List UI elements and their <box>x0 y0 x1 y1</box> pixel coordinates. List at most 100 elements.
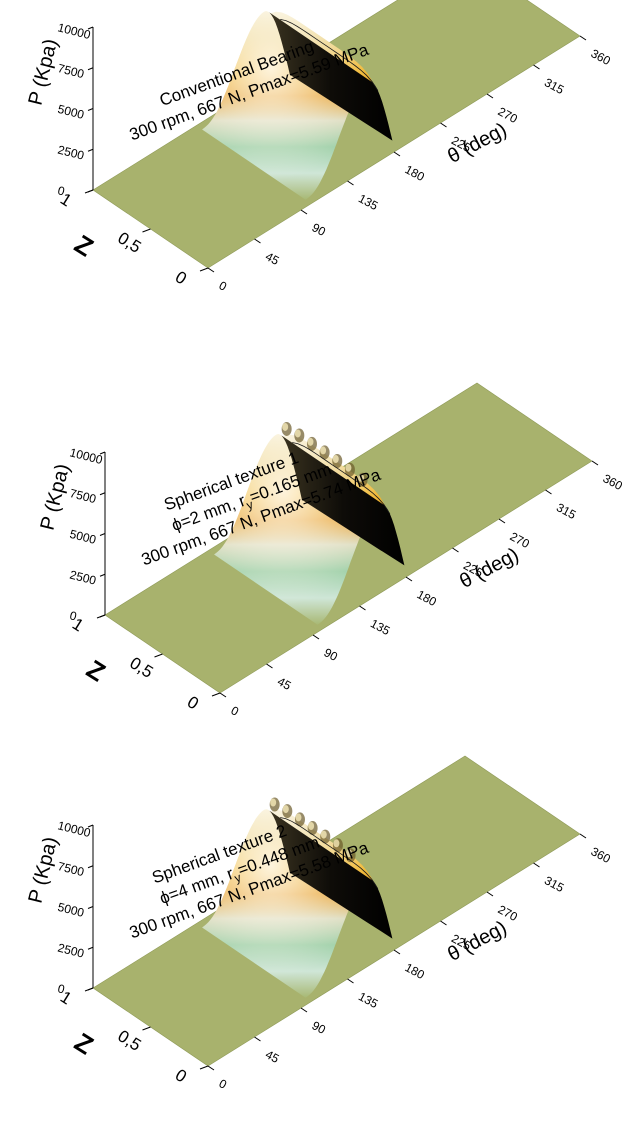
p1-texture-dimple-highlight <box>320 446 327 455</box>
p1-theta-tick-label: 45 <box>275 674 294 693</box>
p0-z-axis-title: Z <box>69 229 98 263</box>
p1-theta-tick-label: 90 <box>322 645 341 664</box>
p1-theta-tick-mark <box>312 634 320 640</box>
p1-p-tick-label: 10000 <box>68 445 104 467</box>
p0-theta-tick-label: 90 <box>310 220 329 239</box>
p2-theta-tick-mark <box>440 920 447 926</box>
p1-z-tick-mark <box>154 653 163 658</box>
p2-theta-tick-label: 180 <box>403 960 428 982</box>
p1-p-tick-mark <box>99 614 106 618</box>
p2-theta-tick-mark <box>533 862 540 868</box>
p0-p-tick-mark <box>87 67 94 71</box>
p2-p-tick-label: 0 <box>56 981 66 996</box>
p1-theta-tick-label: 180 <box>415 587 440 609</box>
p2-theta-tick-mark <box>347 978 354 984</box>
p0-z-tick-mark <box>199 267 209 272</box>
p0-theta-tick-mark <box>579 35 587 41</box>
p2-theta-tick-mark <box>207 1065 215 1071</box>
p1-theta-tick-label: 0 <box>229 703 242 719</box>
p0-p-tick-label: 0 <box>56 183 66 198</box>
p2-theta-tick-label: 0 <box>217 1076 230 1092</box>
p0-theta-tick-label: 180 <box>403 162 428 184</box>
p2-theta-tick-label: 135 <box>356 989 381 1011</box>
p2-theta-tick-mark <box>254 1036 261 1042</box>
p1-z-tick-label: 0 <box>184 692 202 713</box>
p1-p-tick-mark <box>99 573 106 577</box>
p0-theta-tick-label: 315 <box>542 75 567 97</box>
p2-theta-tick-label: 45 <box>263 1047 282 1066</box>
p1-theta-tick-mark <box>266 663 273 669</box>
p2-z-axis-title: Z <box>69 1027 98 1061</box>
p2-texture-dimple-highlight <box>282 805 289 814</box>
p0-theta-axis-title: θ (deg) <box>444 119 510 168</box>
p1-z-axis-title: Z <box>81 654 110 688</box>
p1-p-tick-label: 2500 <box>68 568 98 588</box>
p2-theta-tick-mark <box>300 1007 308 1013</box>
p2-p-tick-mark <box>87 987 94 991</box>
p2-theta-tick-label: 315 <box>542 873 567 895</box>
p2-p-tick-mark <box>87 865 94 869</box>
p2-z-tick-mark <box>142 1026 151 1031</box>
p0-p-tick-label: 5000 <box>56 102 86 122</box>
p1-texture-dimple-highlight <box>345 463 352 472</box>
p2-p-tick-mark <box>87 946 94 950</box>
p2-texture-dimple-highlight <box>270 798 277 807</box>
p0-theta-tick-label: 135 <box>356 191 381 213</box>
p0-pressure-shadow <box>269 12 393 141</box>
p1-theta-axis-title: θ (deg) <box>456 544 522 593</box>
p1-theta-tick-mark <box>219 692 227 698</box>
p0-p-tick-mark <box>87 26 94 30</box>
p2-theta-tick-label: 360 <box>589 844 614 866</box>
p0-theta-tick-mark <box>207 267 215 273</box>
p2-pressure-shadow <box>269 810 393 939</box>
p1-theta-tick-mark <box>359 605 366 611</box>
p0-theta-tick-mark <box>533 64 540 70</box>
p2-annotation-geometry-sub: y <box>232 870 242 885</box>
p0-p-tick-label: 7500 <box>56 61 86 81</box>
p1-theta-tick-mark <box>452 547 459 553</box>
p2-p-tick-mark <box>87 824 94 828</box>
p2-texture-dimple-highlight <box>333 839 340 848</box>
p1-p-tick-mark <box>99 451 106 455</box>
p0-theta-tick-mark <box>254 238 261 244</box>
p0-contour-line <box>280 19 379 91</box>
p1-theta-tick-label: 135 <box>368 616 393 638</box>
p1-z-tick-mark <box>211 692 221 697</box>
p2-theta-tick-mark <box>393 949 401 955</box>
p2-p-tick-mark <box>87 906 94 909</box>
p1-theta-tick-label: 360 <box>601 471 626 493</box>
p0-theta-tick-mark <box>347 180 354 186</box>
p0-theta-tick-mark <box>486 93 494 99</box>
p1-z-tick-label: 0,5 <box>126 653 156 682</box>
p0-theta-tick-mark <box>393 151 401 157</box>
p2-texture-dimple-highlight <box>346 849 353 858</box>
p1-texture-dimple-highlight <box>294 429 301 438</box>
p0-theta-tick-label: 45 <box>263 249 282 268</box>
p2-z-tick-label: 0,5 <box>114 1026 144 1055</box>
p0-p-tick-mark <box>87 148 94 152</box>
p0-theta-tick-label: 360 <box>589 46 614 68</box>
p0-p-tick-label: 2500 <box>56 143 86 163</box>
p2-texture-dimple-highlight <box>320 830 327 839</box>
p0-z-tick-label: 0,5 <box>114 228 144 257</box>
p2-texture-dimple-highlight <box>308 822 315 831</box>
p1-theta-tick-label: 315 <box>554 500 579 522</box>
p1-theta-tick-mark <box>405 576 413 582</box>
p1-pressure-shadow <box>281 435 405 566</box>
p2-p-tick-label: 2500 <box>56 941 86 961</box>
p2-z-tick-label: 0 <box>172 1065 190 1086</box>
p1-theta-tick-mark <box>591 460 599 466</box>
p0-theta-tick-label: 0 <box>217 278 230 294</box>
p2-texture-dimple-highlight <box>295 813 302 822</box>
p0-z-tick-label: 0 <box>172 267 190 288</box>
p1-texture-dimple-highlight <box>358 473 365 482</box>
p2-theta-axis-title: θ (deg) <box>444 917 510 966</box>
p1-texture-dimple-highlight <box>332 454 339 463</box>
p1-p-tick-label: 0 <box>68 608 78 623</box>
p2-z-tick-mark <box>199 1065 209 1070</box>
p1-contour-line <box>292 442 391 515</box>
p0-theta-tick-mark <box>440 122 447 128</box>
